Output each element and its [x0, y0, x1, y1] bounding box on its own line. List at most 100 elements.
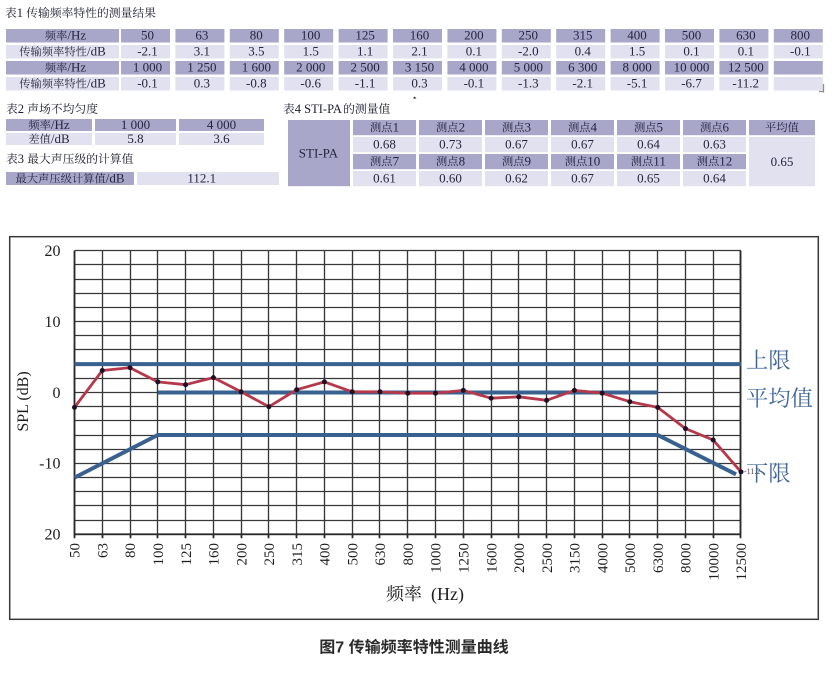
svg-text:0.3: 0.3 — [411, 76, 427, 91]
svg-text:0.73: 0.73 — [439, 136, 462, 151]
svg-text:160: 160 — [410, 28, 430, 43]
svg-text:6 300: 6 300 — [568, 60, 597, 75]
svg-text:0.1: 0.1 — [466, 44, 482, 59]
svg-text:4 000: 4 000 — [207, 117, 236, 132]
svg-text:500: 500 — [682, 28, 702, 43]
svg-text:5.8: 5.8 — [127, 131, 143, 146]
svg-text:10000: 10000 — [706, 543, 722, 581]
svg-text:1 600: 1 600 — [242, 60, 271, 75]
svg-text:125: 125 — [355, 28, 375, 43]
svg-text:5000: 5000 — [623, 543, 639, 573]
svg-text:/Hz: /Hz — [67, 60, 86, 75]
svg-text:0.3: 0.3 — [194, 76, 210, 91]
svg-text:315: 315 — [290, 543, 306, 566]
svg-text:12500: 12500 — [734, 543, 750, 581]
svg-text:200: 200 — [234, 543, 250, 566]
svg-text:2 000: 2 000 — [296, 60, 325, 75]
svg-text:8000: 8000 — [679, 543, 695, 573]
svg-text:3.6: 3.6 — [213, 131, 230, 146]
svg-text:50: 50 — [141, 28, 154, 43]
svg-text:400: 400 — [318, 543, 334, 566]
svg-text:0.63: 0.63 — [703, 136, 726, 151]
svg-text:1 250: 1 250 — [187, 60, 216, 75]
svg-text:100: 100 — [301, 28, 321, 43]
svg-text:2000: 2000 — [512, 543, 528, 573]
svg-text:-1.1: -1.1 — [355, 76, 376, 91]
svg-text:/dB: /dB — [51, 131, 70, 146]
svg-text:20: 20 — [45, 243, 61, 260]
svg-text:/dB: /dB — [87, 44, 106, 59]
svg-text:/dB: /dB — [106, 171, 125, 186]
svg-text:0.67: 0.67 — [505, 136, 528, 151]
svg-text:800: 800 — [791, 28, 811, 43]
svg-text:200: 200 — [464, 28, 484, 43]
svg-text:80: 80 — [250, 28, 263, 43]
svg-text:0.1: 0.1 — [683, 44, 699, 59]
svg-text:1600: 1600 — [484, 543, 500, 573]
svg-text:-2.0: -2.0 — [518, 44, 539, 59]
svg-text:1.5: 1.5 — [303, 44, 319, 59]
svg-text:7: 7 — [335, 640, 344, 657]
svg-text:5: 5 — [657, 119, 664, 134]
svg-text:1.5: 1.5 — [629, 44, 645, 59]
svg-text:/dB: /dB — [87, 76, 106, 91]
svg-text:0.65: 0.65 — [771, 154, 794, 169]
svg-text:8 000: 8 000 — [623, 60, 652, 75]
svg-text:11: 11 — [653, 153, 666, 168]
svg-text:-5.1: -5.1 — [627, 76, 648, 91]
svg-text:-0.6: -0.6 — [300, 76, 321, 91]
svg-text:1 000: 1 000 — [133, 60, 162, 75]
svg-text:100: 100 — [151, 543, 167, 566]
svg-text:-1.3: -1.3 — [518, 76, 539, 91]
svg-text:-2.1: -2.1 — [137, 44, 158, 59]
svg-text:-0.8: -0.8 — [246, 76, 267, 91]
svg-text:STI-PA: STI-PA — [299, 145, 339, 160]
svg-text:-10: -10 — [39, 456, 60, 473]
svg-text:4 STI-PA: 4 STI-PA — [295, 102, 342, 116]
svg-text:250: 250 — [262, 543, 278, 566]
svg-text:20: 20 — [45, 527, 61, 544]
svg-text:9: 9 — [525, 153, 532, 168]
svg-text:0.61: 0.61 — [373, 170, 396, 185]
svg-text:-11.2: -11.2 — [744, 467, 760, 476]
svg-text:0: 0 — [53, 385, 61, 402]
svg-text:-0.1: -0.1 — [137, 76, 158, 91]
svg-text:/Hz: /Hz — [67, 28, 86, 43]
svg-text:2: 2 — [18, 102, 24, 116]
svg-text:0.65: 0.65 — [637, 170, 660, 185]
svg-text:10: 10 — [587, 153, 600, 168]
svg-text:4: 4 — [591, 119, 598, 134]
svg-text:400: 400 — [627, 28, 647, 43]
svg-text:1.1: 1.1 — [357, 44, 373, 59]
svg-text:250: 250 — [519, 28, 539, 43]
svg-text:0.4: 0.4 — [575, 44, 592, 59]
svg-text:4000: 4000 — [595, 543, 611, 573]
svg-text:0.67: 0.67 — [571, 170, 594, 185]
svg-text:160: 160 — [207, 543, 223, 566]
svg-text:125: 125 — [179, 543, 195, 566]
svg-text:-2.1: -2.1 — [572, 76, 593, 91]
svg-text:(Hz): (Hz) — [431, 584, 464, 605]
svg-text:SPL (dB): SPL (dB) — [15, 371, 32, 431]
svg-text:0.64: 0.64 — [637, 136, 660, 151]
svg-text:63: 63 — [96, 543, 112, 558]
svg-text:8: 8 — [459, 153, 466, 168]
svg-text:0.68: 0.68 — [373, 136, 396, 151]
svg-text:4 000: 4 000 — [459, 60, 488, 75]
svg-text:1: 1 — [17, 6, 23, 20]
svg-text:112.1: 112.1 — [187, 171, 216, 186]
svg-text:3150: 3150 — [568, 543, 584, 573]
svg-text:1250: 1250 — [457, 543, 473, 573]
svg-text:800: 800 — [401, 543, 417, 566]
svg-text:630: 630 — [736, 28, 756, 43]
svg-text:0.64: 0.64 — [703, 170, 726, 185]
svg-text:0.1: 0.1 — [738, 44, 754, 59]
svg-text:3 150: 3 150 — [405, 60, 434, 75]
svg-text:2 500: 2 500 — [351, 60, 380, 75]
svg-text:3.5: 3.5 — [248, 44, 264, 59]
svg-text:315: 315 — [573, 28, 593, 43]
svg-text:12: 12 — [719, 153, 732, 168]
svg-text:500: 500 — [345, 543, 361, 566]
svg-text:12 500: 12 500 — [728, 60, 764, 75]
svg-text:2: 2 — [459, 119, 466, 134]
